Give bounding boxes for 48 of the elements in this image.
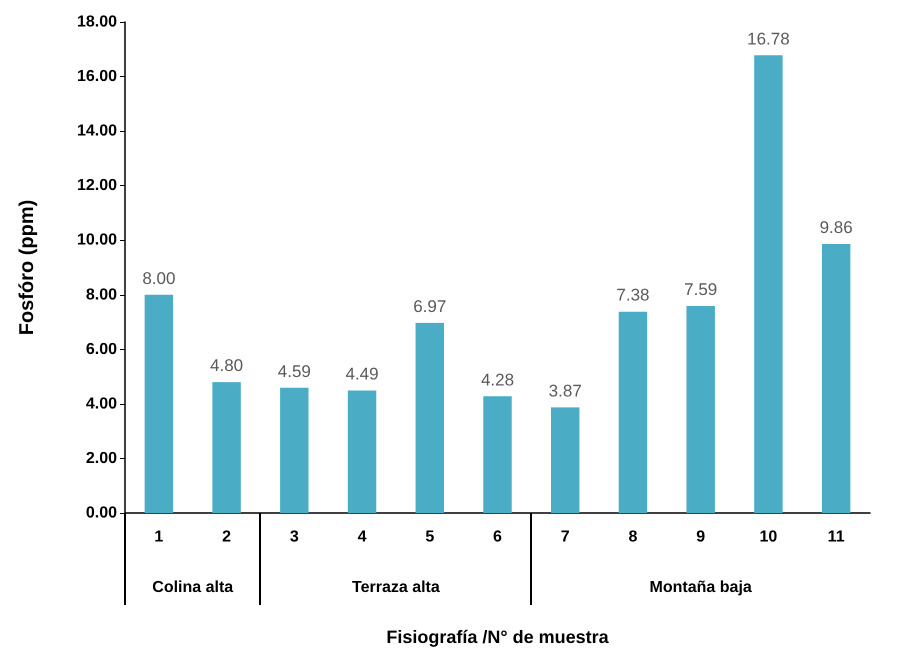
bar [551,407,580,513]
text: Colina alta [152,579,234,597]
bar [822,244,850,513]
x-tick-label: 2 [222,528,232,546]
bar [144,294,174,513]
x-tick-label: 3 [290,528,299,546]
y-tick-label: 4.00 [86,395,118,412]
y-tick-label: 12.00 [76,177,118,194]
y-axis-title: Fosfóro (ppm) [16,200,38,336]
data-label: 7.38 [616,286,650,305]
bar [348,390,376,513]
y-tick-label: 0.00 [86,504,118,522]
bar [212,382,241,513]
y-tick-label: 16.00 [76,68,118,86]
x-tick-label: 4 [358,528,367,546]
y-tick-label: 10.00 [76,232,118,249]
text: Montaña baja [650,579,752,597]
x-axis-title: Fisiografía /N° de muestra [386,627,610,647]
bar [686,306,715,513]
bar [280,388,309,513]
y-tick-label: 8.00 [86,286,118,304]
data-label: 9.86 [820,218,853,238]
data-label: 8.00 [142,268,176,288]
bar [754,55,783,513]
data-label: 3.87 [548,381,582,400]
data-label: 7.59 [684,280,718,299]
x-tick-label: 9 [696,528,706,546]
x-tick-label: 8 [628,528,638,546]
x-tick-label: 5 [425,528,434,546]
x-tick-label: 10 [760,528,778,546]
data-label: 4.59 [278,362,311,381]
x-tick-label: 1 [154,528,164,546]
data-label: 4.28 [480,370,514,390]
y-tick-label: 18.00 [76,14,118,30]
text: Terraza alta [352,579,440,597]
y-tick-label: 2.00 [86,450,118,467]
data-label: 4.49 [346,364,379,384]
x-tick-label: 11 [828,528,845,546]
bar [483,396,512,513]
x-tick-label: 7 [560,528,570,546]
y-tick-label: 6.00 [86,340,118,358]
y-tick-label: 14.00 [76,122,118,140]
x-tick-label: 6 [493,528,502,546]
bar [416,322,444,513]
data-label: 6.97 [413,296,446,316]
data-label: 16.78 [747,29,790,48]
data-label: 4.80 [210,356,244,376]
bar [618,312,648,513]
